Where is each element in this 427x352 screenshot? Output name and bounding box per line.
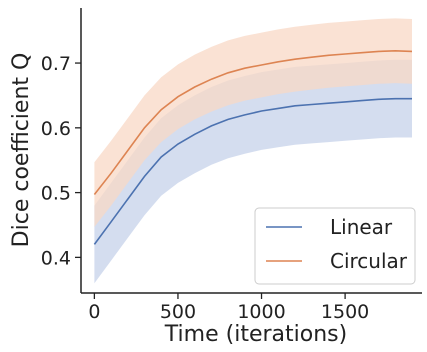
series-line-circular — [93, 49, 413, 195]
y-tick-label: 0.6 — [41, 118, 71, 140]
x-tick-label: 0 — [88, 301, 100, 323]
y-axis-label: Dice coefficient Q — [9, 53, 34, 248]
x-axis-label: Time (iterations) — [164, 322, 347, 347]
y-tick-label: 0.5 — [41, 183, 71, 205]
y-tick-label: 0.4 — [41, 247, 71, 269]
x-tick-label: 1000 — [237, 301, 285, 323]
axes — [80, 8, 422, 294]
legend-label-circular: Circular — [330, 249, 408, 273]
y-ticks: 0.4 0.5 0.6 0.7 — [41, 53, 81, 269]
x-ticks: 0 500 1000 1500 — [88, 293, 369, 323]
series-lines — [93, 49, 413, 245]
legend: Linear Circular — [254, 207, 416, 285]
x-tick-label: 1500 — [321, 301, 369, 323]
band-circular — [94, 18, 413, 227]
y-tick-label: 0.7 — [41, 53, 71, 75]
x-tick-label: 500 — [160, 301, 196, 323]
legend-label-linear: Linear — [330, 215, 393, 239]
confidence-bands — [94, 18, 413, 284]
series-line-linear — [93, 97, 412, 245]
